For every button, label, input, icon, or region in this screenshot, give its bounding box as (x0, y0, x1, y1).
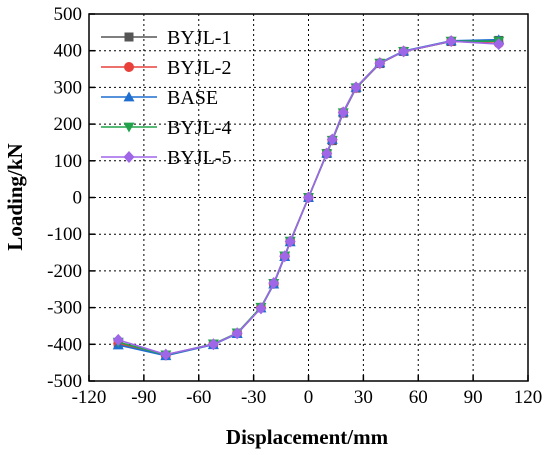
data-point (493, 38, 505, 51)
data-point (398, 45, 410, 58)
y-tick-label: -400 (47, 334, 82, 355)
y-tick-label: 400 (54, 41, 83, 62)
data-point (207, 338, 219, 351)
x-tick-label: 60 (409, 387, 428, 408)
data-point (284, 235, 296, 248)
legend-marker (124, 62, 134, 72)
y-tick-label: -200 (47, 261, 82, 282)
legend-label: BYJL-5 (167, 147, 231, 169)
x-axis-title: Displacement/mm (226, 425, 389, 449)
legend-label: BYJL-4 (167, 117, 231, 139)
legend: BYJL-1 BYJL-2 BASE BYJL-4 BYJL-5 (101, 27, 231, 169)
x-tick-label: -120 (72, 387, 107, 408)
data-point (337, 106, 349, 119)
data-point (374, 57, 386, 70)
legend-marker (124, 32, 134, 42)
legend-marker (123, 122, 135, 133)
data-point (231, 327, 243, 340)
y-axis-title: Loading/kN (3, 143, 27, 250)
y-tick-label: -300 (47, 298, 82, 319)
data-point (326, 133, 338, 146)
y-tick-label: 500 (54, 4, 83, 25)
y-tick-label: 200 (54, 114, 83, 135)
x-tick-label: -60 (186, 387, 211, 408)
data-point (321, 147, 333, 160)
x-tick-label: -90 (131, 387, 156, 408)
data-point (303, 191, 314, 204)
x-tick-label: 90 (464, 387, 483, 408)
legend-marker (123, 91, 135, 102)
x-tick-label: 120 (514, 387, 543, 408)
series-layer (112, 34, 505, 361)
legend-marker (123, 151, 135, 163)
x-tick-label: 30 (354, 387, 373, 408)
legend-label: BASE (167, 87, 218, 109)
data-point (160, 348, 172, 361)
data-point (350, 81, 362, 94)
data-point (255, 302, 267, 315)
axes: -120 -90 -60 -30 0 30 60 90 1205004003002001000-… (47, 4, 542, 408)
data-point (112, 333, 124, 346)
x-tick-label: -30 (241, 387, 266, 408)
data-point (445, 35, 457, 48)
y-tick-label: -500 (47, 371, 82, 392)
data-point (279, 250, 291, 263)
y-tick-label: 300 (54, 77, 83, 98)
y-tick-label: 0 (73, 188, 83, 209)
x-tick-label: 0 (304, 387, 314, 408)
legend-label: BYJL-1 (167, 27, 231, 49)
data-point (268, 277, 280, 290)
legend-label: BYJL-2 (167, 57, 231, 79)
y-tick-label: -100 (47, 224, 82, 245)
y-tick-label: 100 (54, 151, 83, 172)
grid (89, 14, 528, 381)
